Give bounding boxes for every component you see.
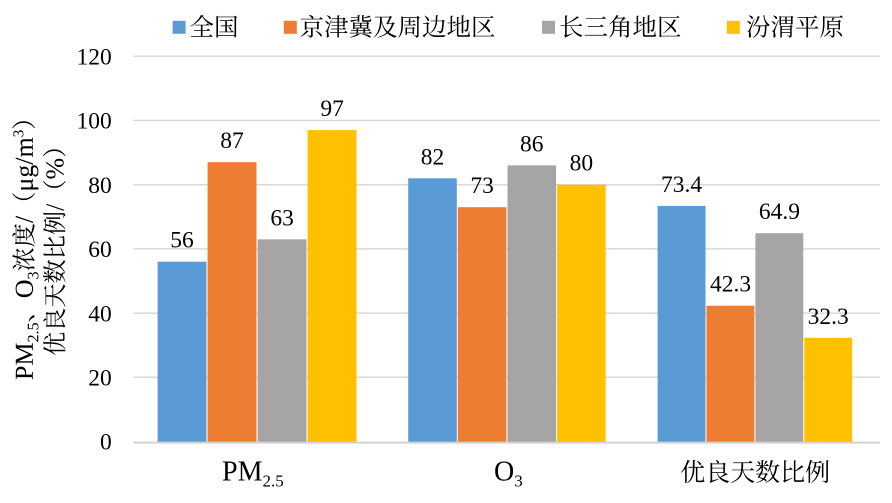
svg-text:0: 0 [100,430,112,456]
svg-text:86: 86 [520,131,544,157]
svg-text:60: 60 [88,237,112,263]
svg-text:97: 97 [320,96,344,122]
svg-text:80: 80 [88,173,112,199]
svg-text:32.3: 32.3 [808,304,849,330]
svg-text:120: 120 [77,45,112,71]
svg-text:63: 63 [270,205,294,231]
svg-text:73.4: 73.4 [661,172,702,198]
svg-text:87: 87 [220,128,244,154]
svg-text:56: 56 [170,228,194,254]
svg-text:64.9: 64.9 [759,199,800,225]
svg-text:80: 80 [570,151,594,177]
svg-text:40: 40 [88,301,112,327]
svg-text:82: 82 [421,144,445,170]
svg-text:100: 100 [77,109,112,135]
svg-text:73: 73 [470,173,494,199]
svg-text:20: 20 [88,366,112,392]
svg-text:42.3: 42.3 [710,272,751,298]
